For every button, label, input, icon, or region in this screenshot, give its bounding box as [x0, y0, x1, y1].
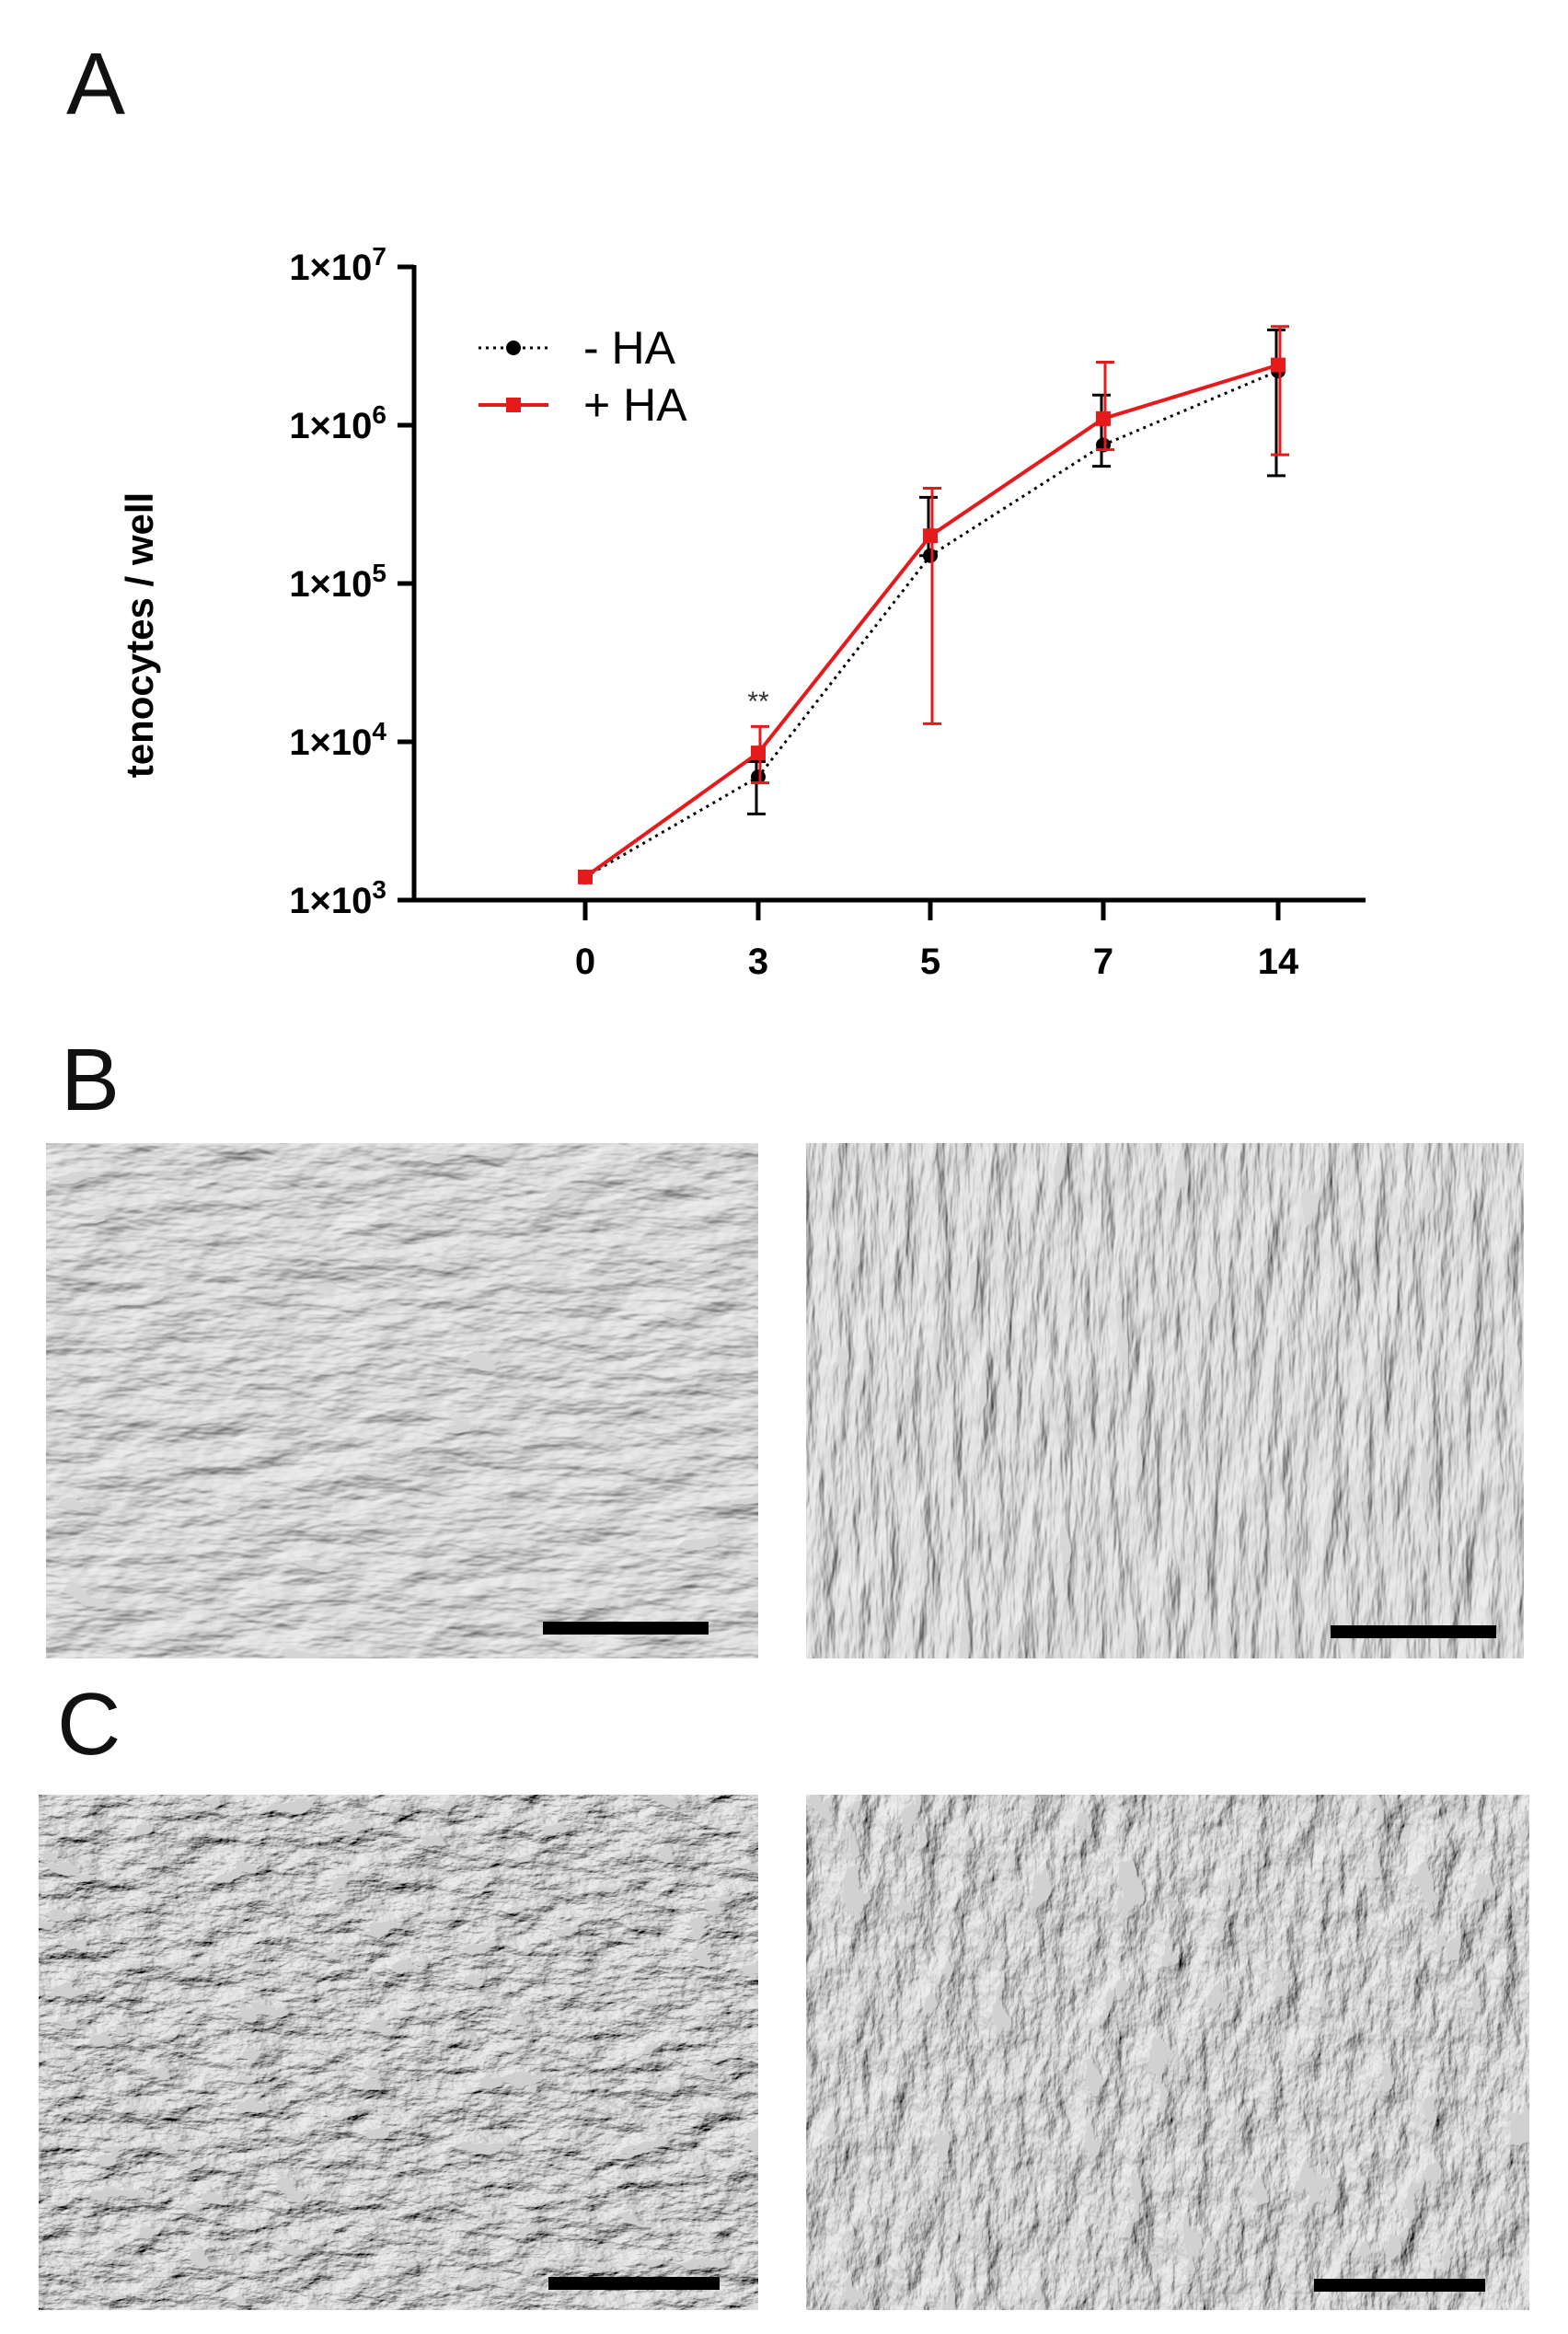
data-point — [1271, 357, 1286, 373]
x-tick-label: 0 — [575, 942, 595, 982]
significance-annotation: ** — [747, 687, 769, 717]
legend-label: + HA — [583, 379, 687, 431]
data-point — [1096, 410, 1111, 426]
data-point — [751, 745, 766, 761]
panel-label-c: C — [57, 1675, 121, 1774]
micrograph-c-left — [39, 1795, 758, 2310]
scale-bar — [1314, 2279, 1485, 2292]
y-tick-label: 1×107 — [289, 242, 386, 288]
y-tick-label: 1×106 — [289, 400, 386, 446]
x-tick-label: 3 — [748, 942, 768, 982]
micrograph-b-left — [46, 1143, 758, 1658]
x-tick-label: 5 — [920, 942, 940, 982]
data-point — [923, 548, 938, 563]
x-tick-label: 7 — [1093, 942, 1113, 982]
y-tick-label: 1×104 — [289, 717, 386, 763]
panel-label-b: B — [61, 1031, 121, 1129]
x-tick-label: 14 — [1258, 942, 1299, 982]
y-axis-label: tenocytes / well — [118, 492, 161, 778]
micrograph-b-right — [806, 1143, 1524, 1658]
y-tick-label: 1×105 — [289, 559, 386, 605]
y-tick-label: 1×103 — [289, 875, 386, 921]
data-point — [578, 869, 593, 884]
data-point — [923, 528, 938, 544]
scale-bar — [1331, 1625, 1496, 1638]
scale-bar — [543, 1622, 709, 1635]
scale-bar — [548, 2277, 720, 2290]
legend-label: - HA — [583, 322, 676, 374]
legend-marker — [506, 341, 521, 355]
legend-marker — [506, 398, 521, 412]
micrograph-c-right — [806, 1795, 1529, 2310]
data-point — [751, 769, 766, 785]
growth-chart: 1×103 1×104 1×105 1×106 1×107 0 3 5 7 14 tenocytes… — [118, 242, 1366, 982]
panel-label-a: A — [66, 35, 126, 133]
